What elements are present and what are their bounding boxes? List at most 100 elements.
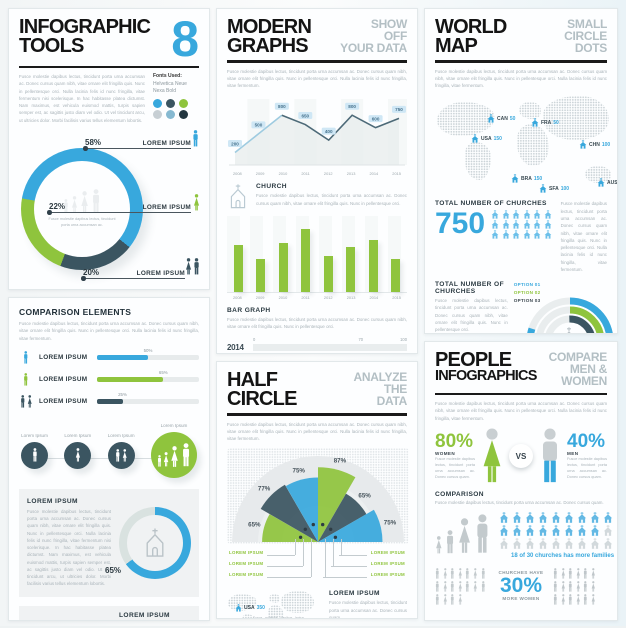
continent-dots (268, 605, 284, 618)
men-text: Fusce molestie dapibus lectus, tincidunt… (567, 456, 607, 480)
timeline-label: Lorem Ipsum (64, 432, 92, 438)
legend-item: OPTION 01 (513, 282, 541, 288)
woman-icon (122, 448, 127, 462)
church-icon (616, 530, 617, 532)
divider (435, 60, 607, 63)
man-icon (32, 448, 37, 462)
donut-label-1: LOREM IPSUM (142, 139, 191, 147)
box1-text: Fusce molestie dapibus lectus, tincidunt… (27, 508, 111, 587)
church-icon (538, 537, 547, 549)
divider (227, 413, 407, 416)
continent-dots (543, 96, 609, 141)
men-pct: 40% (567, 430, 606, 452)
church-icon (559, 326, 579, 333)
women-text: Fusce molestie dapibus lectus, tincidunt… (435, 456, 475, 480)
woman-icon (185, 258, 191, 275)
timeline-node: Lorem Ipsum (64, 432, 92, 469)
continent-dots (519, 102, 541, 120)
color-swatch (166, 109, 175, 119)
comparison-heading: COMPARISON ELEMENTS (19, 307, 132, 317)
church-icon (616, 543, 617, 545)
timeline-label: Lorem Ipsum (160, 423, 188, 429)
modern-subtitle: SHOW OFF YOUR DATA (340, 17, 407, 56)
bottom-big: 30% (499, 573, 543, 597)
total2-label: TOTAL NUMBER OF CHURCHES (435, 281, 505, 296)
map-marker-AUS: AUS150 (597, 178, 617, 188)
box1-heading: LOREM IPSUM (27, 497, 78, 505)
map-marker-SFA: SFA 100 (539, 184, 569, 194)
church-icon (564, 537, 573, 549)
man-figure-icon (543, 428, 557, 483)
bar (368, 240, 378, 292)
fan-pct: 65% (358, 492, 371, 500)
woman-icon (443, 567, 447, 579)
slider-pct: 65% (158, 370, 168, 376)
man-icon (553, 580, 557, 592)
vs-row: 80% WOMEN Fusce molestie dapibus lectus,… (435, 428, 607, 484)
woman-icon (591, 580, 595, 592)
women-label: WOMEN (435, 450, 456, 456)
man-icon (553, 567, 557, 579)
family-silhouette (435, 513, 491, 559)
church-icon (577, 512, 586, 524)
man-icon (194, 258, 199, 275)
church-icon (499, 537, 508, 549)
people-title: PEOPLE INFOGRAPHICS (435, 349, 537, 384)
bottom-line1: CHURCHES HAVE (498, 569, 544, 575)
panel-half-circle: HALF CIRCLE ANALYZE THE DATA Fusce molest… (216, 361, 418, 619)
tools-intro-text: Fusce molestie dapibus lectus, tincidunt… (19, 74, 145, 123)
comparison-sliders: LOREM IPSUM 50% LOREM IPSUM 65% LOREM IP… (19, 348, 199, 408)
slider-row: LOREM IPSUM 25% (19, 392, 199, 408)
legend-item: OPTION 03 (513, 297, 541, 303)
column-right: WORLD MAP SMALL CIRCLE DOTS Fusce molesti… (424, 8, 618, 628)
bar (301, 228, 311, 292)
half-circle-chart: 65% 77% 75% 87% 65% 75% (227, 448, 409, 548)
color-swatch (179, 109, 188, 119)
woman-icon (75, 448, 80, 462)
bar-graph-section: BAR GRAPH Fusce molestie dapibus lectus,… (227, 307, 407, 353)
man-icon (446, 529, 453, 553)
woman-icon (458, 593, 462, 605)
fan-pct: 77% (257, 485, 271, 493)
slider-fill (97, 377, 164, 382)
divider (435, 392, 607, 396)
man-icon (193, 130, 198, 147)
church-icon (577, 525, 586, 536)
man-icon (569, 593, 572, 605)
woman-icon (81, 191, 88, 213)
woman-figure-icon (483, 428, 501, 483)
church-icon (564, 512, 573, 524)
svg-text:600: 600 (372, 117, 380, 122)
continent-dots (585, 166, 611, 184)
people-intro: Fusce molestie dapibus lectus, tincidunt… (435, 401, 607, 421)
man-icon (477, 513, 488, 553)
woman-figure (480, 428, 504, 484)
slider-track[interactable]: 50% (97, 348, 199, 360)
half-intro: Fusce molestie dapibus lectus, tincidunt… (227, 421, 407, 442)
woman-icon (27, 394, 32, 408)
color-swatch (153, 109, 162, 119)
church-icon (544, 230, 551, 239)
continent-dots (228, 594, 257, 612)
slider-track[interactable]: 25% (97, 392, 199, 404)
total1-text: Fusce molestie dapibus lectus, tincidunt… (560, 201, 607, 272)
donut-label-2: LOREM IPSUM (142, 203, 191, 211)
man-icon (64, 199, 68, 213)
church-icon (551, 525, 560, 536)
world-title: WORLD MAP (435, 16, 507, 57)
man-icon (584, 567, 588, 579)
church-grid-caption: 18 of 30 churches has more families (511, 552, 615, 559)
man-icon (435, 580, 439, 592)
church-icon (502, 210, 509, 219)
world-subtitle: SMALL CIRCLE DOTS (564, 17, 607, 56)
bottom-stats-row: CHURCHES HAVE 30% MORE WOMEN (435, 566, 607, 605)
man-icon (435, 567, 439, 579)
slider-track[interactable]: 65% (97, 370, 199, 382)
church-icon (551, 537, 560, 549)
bargraph-text: Fusce molestie dapibus lectus, tincidunt… (227, 316, 407, 330)
continent-dots (465, 142, 491, 181)
fan-label-left: LOREM IPSUM (229, 550, 264, 556)
church-icon-grid (491, 210, 553, 239)
